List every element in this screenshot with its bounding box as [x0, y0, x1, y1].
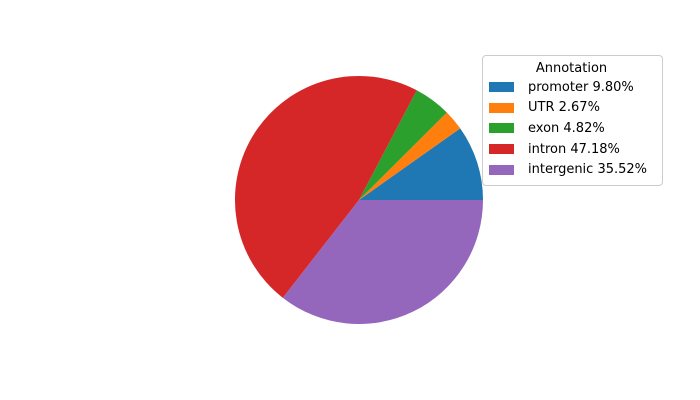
legend-swatch-UTR	[489, 102, 514, 113]
legend-item: UTR 2.67%	[489, 98, 654, 119]
legend-label: exon 4.82%	[528, 120, 605, 136]
legend-label: intron 47.18%	[528, 141, 620, 157]
legend: Annotation promoter 9.80% UTR 2.67% exon 4…	[482, 55, 663, 186]
legend-label: intergenic 35.52%	[528, 162, 648, 178]
legend-item: intron 47.18%	[489, 139, 654, 160]
pie-slice-exon	[359, 90, 447, 200]
legend-title: Annotation	[535, 61, 608, 76]
legend-item: promoter 9.80%	[489, 77, 654, 98]
legend-swatch-intron	[489, 144, 514, 155]
legend-swatch-promoter	[489, 82, 514, 93]
legend-item: intergenic 35.52%	[489, 159, 654, 180]
legend-label: UTR 2.67%	[528, 100, 600, 116]
legend-items: promoter 9.80% UTR 2.67% exon 4.82% intron …	[489, 77, 654, 180]
pie-slice-intron	[234, 75, 417, 298]
legend-swatch-intergenic	[489, 164, 514, 175]
legend-label: promoter 9.80%	[528, 79, 634, 95]
pie-slice-promoter	[359, 128, 483, 200]
pie-slice-intergenic	[282, 200, 483, 325]
legend-swatch-exon	[489, 123, 514, 134]
pie-slice-UTR	[359, 112, 461, 200]
legend-item: exon 4.82%	[489, 118, 654, 139]
